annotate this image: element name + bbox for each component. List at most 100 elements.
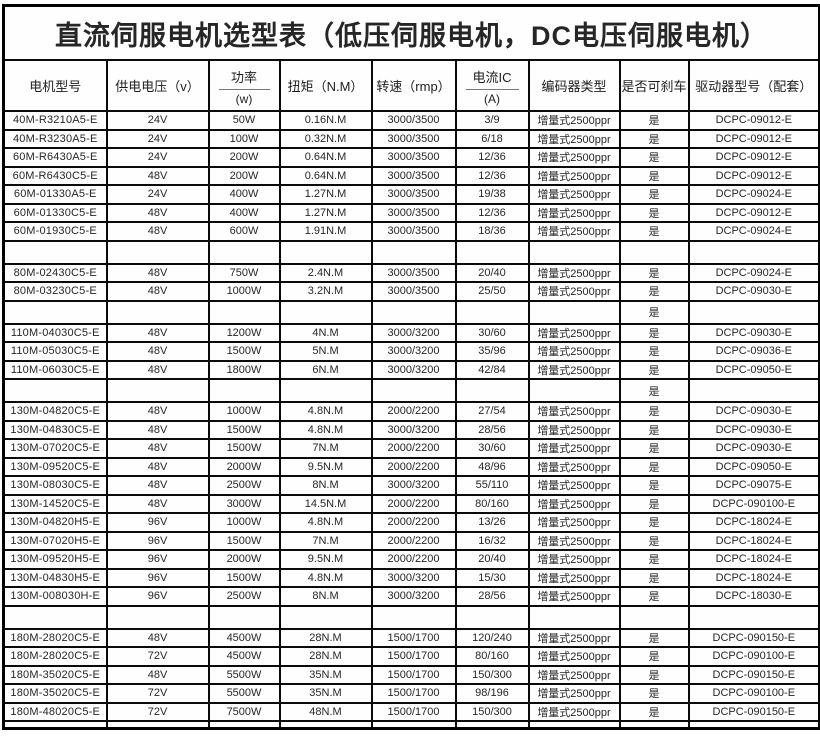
table-row: 130M-04830C5-E 48V 1500W 4.8N.M 3000/3200 28/… — [2, 419, 820, 440]
cell-model — [2, 299, 108, 325]
cell-speed: 3000/3500 — [370, 184, 457, 205]
cell-power: 2000W — [207, 456, 281, 477]
spacer-row: 是 — [2, 378, 820, 403]
cell-voltage: 48V — [105, 401, 210, 422]
cell-voltage: 24V — [105, 184, 210, 205]
cell-driver — [687, 299, 820, 325]
spacer-row — [2, 604, 820, 630]
cell-driver: DCPC-18024-E — [687, 549, 820, 570]
cell-speed: 1500/1700 — [370, 664, 457, 685]
cell-torque: 4.8N.M — [278, 567, 373, 588]
cell-brake: 是 — [618, 165, 690, 186]
cell-power: 1500W — [207, 438, 281, 459]
cell-torque — [278, 378, 373, 403]
table-row: 180M-28020C5-E 72V 4500W 28N.M 1500/1700 80/1… — [2, 646, 820, 667]
cell-encoder: 增量式2500ppr — [527, 262, 621, 283]
cell-encoder: 增量式2500ppr — [527, 128, 621, 149]
cell-brake — [618, 604, 690, 630]
cell-driver: DCPC-09050-E — [687, 359, 820, 380]
cell-brake: 是 — [618, 475, 690, 496]
cell-model — [2, 378, 108, 403]
title-row: 直流伺服电机选型表（低压伺服电机，DC电压伺服电机） — [2, 4, 820, 61]
cell-driver: DCPC-18030-E — [687, 586, 820, 607]
cell-speed: 3000/3500 — [370, 110, 457, 131]
cell-encoder: 增量式2500ppr — [527, 184, 621, 205]
cell-current: 20/40 — [454, 262, 530, 283]
cell-brake: 是 — [618, 512, 690, 533]
cell-current — [454, 239, 530, 265]
cell-brake: 是 — [618, 378, 690, 403]
table-row: 80M-02430C5-E 48V 750W 2.4N.M 3000/3500 20/40… — [2, 262, 820, 283]
table-row: 180M-48020C5-E 72V 7500W 48N.M 1500/1700 150/… — [2, 701, 820, 722]
cell-speed: 3000/3200 — [370, 341, 457, 362]
cell-brake: 是 — [618, 110, 690, 131]
cell-voltage — [105, 378, 210, 403]
cell-brake: 是 — [618, 401, 690, 422]
cell-power: 1500W — [207, 567, 281, 588]
cell-driver — [687, 378, 820, 403]
cell-driver: DCPC-09075-E — [687, 475, 820, 496]
col-header-model: 电机型号 — [2, 59, 108, 112]
col-header-current-label: 电流IC — [465, 66, 519, 90]
cell-current: 27/54 — [454, 401, 530, 422]
cell-torque: 4N.M — [278, 322, 373, 343]
cell-power: 1000W — [207, 281, 281, 302]
cell-model: 130M-08030C5-E — [2, 475, 108, 496]
cell-encoder: 增量式2500ppr — [527, 359, 621, 380]
cell-power — [207, 720, 281, 729]
cell-encoder: 增量式2500ppr — [527, 456, 621, 477]
cell-torque: 3.2N.M — [278, 281, 373, 302]
cell-torque: 1.27N.M — [278, 184, 373, 205]
cell-brake: 是 — [618, 221, 690, 242]
cell-model: 130M-09520C5-E — [2, 456, 108, 477]
cell-speed — [370, 720, 457, 729]
cell-voltage — [105, 239, 210, 265]
cell-encoder: 增量式2500ppr — [527, 664, 621, 685]
motor-selection-table: 直流伺服电机选型表（低压伺服电机，DC电压伺服电机） 电机型号 供电电压（v） 功率… — [2, 4, 820, 730]
spacer-row — [2, 239, 820, 265]
cell-model: 180M-28020C5-E — [2, 646, 108, 667]
cell-model: 110M-06030C5-E — [2, 359, 108, 380]
cell-torque: 0.32N.M — [278, 128, 373, 149]
table-row: 130M-07020C5-E 48V 1500W 7N.M 2000/2200 30/60… — [2, 438, 820, 459]
cell-model: 180M-35020C5-E — [2, 683, 108, 704]
cell-model: 130M-008030H-E — [2, 586, 108, 607]
cell-voltage — [105, 720, 210, 729]
table-row: 60M-01330C5-E 48V 400W 1.27N.M 3000/3500 12/3… — [2, 202, 820, 223]
cell-brake: 是 — [618, 438, 690, 459]
cell-speed — [370, 604, 457, 630]
table-row: 110M-06030C5-E 48V 1800W 6N.M 3000/3200 42/84… — [2, 359, 820, 380]
cell-brake: 是 — [618, 586, 690, 607]
table-row: 60M-01930C5-E 48V 600W 1.91N.M 3000/3500 18/3… — [2, 221, 820, 242]
cell-model: 60M-01330C5-E — [2, 202, 108, 223]
col-header-encoder: 编码器类型 — [527, 59, 621, 112]
cell-model: 60M-01330A5-E — [2, 184, 108, 205]
cell-power: 2000W — [207, 549, 281, 570]
cell-voltage: 24V — [105, 110, 210, 131]
cell-speed: 2000/2200 — [370, 512, 457, 533]
cell-voltage — [105, 299, 210, 325]
cell-current: 150/300 — [454, 701, 530, 722]
col-header-driver: 驱动器型号（配套） — [687, 59, 820, 112]
cell-encoder — [527, 299, 621, 325]
cell-driver — [687, 720, 820, 729]
cell-current: 12/36 — [454, 147, 530, 168]
cell-brake: 是 — [618, 184, 690, 205]
cell-driver: DCPC-18024-E — [687, 567, 820, 588]
cell-voltage: 48V — [105, 322, 210, 343]
cell-driver: DCPC-09024-E — [687, 262, 820, 283]
spacer-row: 是 — [2, 299, 820, 325]
cell-power: 1800W — [207, 359, 281, 380]
cell-driver: DCPC-090150-E — [687, 701, 820, 722]
cell-model: 130M-07020C5-E — [2, 438, 108, 459]
cell-torque — [278, 720, 373, 729]
cell-model: 130M-04830C5-E — [2, 419, 108, 440]
table-row: 60M-01330A5-E 24V 400W 1.27N.M 3000/3500 19/3… — [2, 184, 820, 205]
cell-driver: DCPC-09012-E — [687, 110, 820, 131]
cell-torque: 4.8N.M — [278, 401, 373, 422]
cell-speed: 2000/2200 — [370, 456, 457, 477]
cell-current: 80/160 — [454, 493, 530, 514]
cell-voltage: 72V — [105, 683, 210, 704]
cell-power: 2500W — [207, 475, 281, 496]
cell-encoder: 增量式2500ppr — [527, 202, 621, 223]
